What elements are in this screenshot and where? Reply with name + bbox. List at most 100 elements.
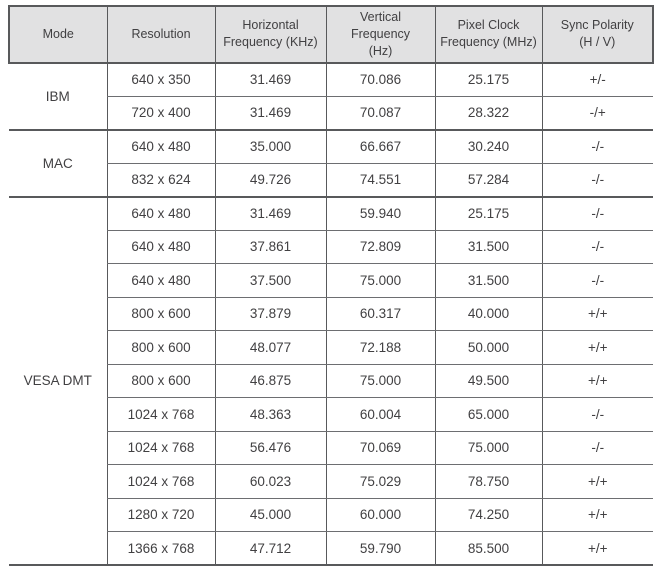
table-row: MAC 640 x 480 35.000 66.667 30.240 -/-: [9, 129, 653, 198]
table-row: 832 x 624 49.726 74.551 57.284 -/-: [9, 163, 653, 198]
table-row: 720 x 400 31.469 70.087 28.322 -/+: [9, 96, 653, 131]
table-row: 1280 x 720 45.000 60.000 74.250 +/+: [9, 498, 653, 533]
resolution-cell: 1024 x 768: [106, 431, 215, 466]
sync-polarity-cell: -/+: [541, 96, 653, 131]
pixel-clock-cell: 40.000: [434, 297, 542, 332]
horizontal-frequency-cell: 48.363: [214, 397, 326, 432]
pixel-clock-cell: 65.000: [434, 397, 542, 432]
vertical-frequency-cell: 75.000: [325, 364, 435, 399]
table-row: 640 x 480 37.500 75.000 31.500 -/-: [9, 263, 653, 298]
sync-polarity-cell: +/+: [541, 498, 653, 533]
column-header-vertical-frequency: Vertical Frequency (Hz): [325, 5, 436, 64]
column-header-sync-polarity: Sync Polarity (H / V): [541, 5, 654, 64]
sync-polarity-cell: +/-: [541, 62, 653, 97]
horizontal-frequency-cell: 56.476: [214, 431, 326, 466]
horizontal-frequency-cell: 47.712: [214, 531, 326, 566]
horizontal-frequency-cell: 60.023: [214, 464, 326, 499]
column-header-resolution: Resolution: [106, 5, 216, 64]
horizontal-frequency-cell: 46.875: [214, 364, 326, 399]
resolution-cell: 720 x 400: [106, 96, 215, 131]
pixel-clock-cell: 85.500: [434, 531, 542, 566]
pixel-clock-cell: 31.500: [434, 230, 542, 265]
resolution-cell: 640 x 480: [106, 129, 215, 164]
horizontal-frequency-cell: 48.077: [214, 330, 326, 365]
column-header-pixel-clock-frequency: Pixel Clock Frequency (MHz): [434, 5, 543, 64]
pixel-clock-cell: 25.175: [434, 62, 542, 97]
sync-polarity-cell: +/+: [541, 464, 653, 499]
vertical-frequency-cell: 60.317: [325, 297, 435, 332]
vertical-frequency-cell: 75.029: [325, 464, 435, 499]
pixel-clock-cell: 25.175: [434, 196, 542, 231]
vertical-frequency-cell: 60.004: [325, 397, 435, 432]
vertical-frequency-cell: 66.667: [325, 129, 435, 164]
resolution-cell: 640 x 480: [106, 263, 215, 298]
pixel-clock-cell: 31.500: [434, 263, 542, 298]
sync-polarity-cell: +/+: [541, 297, 653, 332]
sync-polarity-cell: +/+: [541, 364, 653, 399]
sync-polarity-cell: -/-: [541, 263, 653, 298]
header-row: Mode Resolution Horizontal Frequency (KH…: [8, 5, 654, 64]
mode-cell: VESA DMT: [9, 196, 107, 566]
resolution-cell: 1024 x 768: [106, 464, 215, 499]
resolution-cell: 800 x 600: [106, 364, 215, 399]
column-header-horizontal-frequency: Horizontal Frequency (KHz): [214, 5, 327, 64]
table-row: IBM 640 x 350 31.469 70.086 25.175 +/-: [9, 62, 653, 131]
table-row: 800 x 600 46.875 75.000 49.500 +/+: [9, 364, 653, 399]
horizontal-frequency-cell: 37.500: [214, 263, 326, 298]
sync-polarity-cell: -/-: [541, 163, 653, 198]
pixel-clock-cell: 78.750: [434, 464, 542, 499]
pixel-clock-cell: 74.250: [434, 498, 542, 533]
horizontal-frequency-cell: 49.726: [214, 163, 326, 198]
table-row: 800 x 600 48.077 72.188 50.000 +/+: [9, 330, 653, 365]
pixel-clock-cell: 28.322: [434, 96, 542, 131]
resolution-cell: 640 x 480: [106, 196, 215, 231]
horizontal-frequency-cell: 45.000: [214, 498, 326, 533]
table-row: 1024 x 768 48.363 60.004 65.000 -/-: [9, 397, 653, 432]
sync-polarity-cell: -/-: [541, 230, 653, 265]
pixel-clock-cell: 49.500: [434, 364, 542, 399]
vertical-frequency-cell: 60.000: [325, 498, 435, 533]
mode-cell: MAC: [9, 129, 107, 198]
vertical-frequency-cell: 74.551: [325, 163, 435, 198]
mode-cell: IBM: [9, 62, 107, 131]
sync-polarity-cell: -/-: [541, 431, 653, 466]
resolution-cell: 640 x 480: [106, 230, 215, 265]
vertical-frequency-cell: 75.000: [325, 263, 435, 298]
sync-polarity-cell: -/-: [541, 397, 653, 432]
table-row: VESA DMT 640 x 480 31.469 59.940 25.175 -/-: [9, 196, 653, 566]
vertical-frequency-cell: 59.940: [325, 196, 435, 231]
timing-table-body: IBM 640 x 350 31.469 70.086 25.175 +/- 720 x 4…: [9, 62, 653, 566]
vertical-frequency-cell: 70.087: [325, 96, 435, 131]
table-row: 800 x 600 37.879 60.317 40.000 +/+: [9, 297, 653, 332]
resolution-cell: 640 x 350: [106, 62, 215, 97]
resolution-cell: 800 x 600: [106, 330, 215, 365]
sync-polarity-cell: -/-: [541, 196, 653, 231]
display-timing-table: Mode Resolution Horizontal Frequency (KH…: [8, 5, 654, 566]
resolution-cell: 800 x 600: [106, 297, 215, 332]
pixel-clock-cell: 57.284: [434, 163, 542, 198]
table-row: 1024 x 768 60.023 75.029 78.750 +/+: [9, 464, 653, 499]
horizontal-frequency-cell: 31.469: [214, 196, 326, 231]
vertical-frequency-cell: 70.069: [325, 431, 435, 466]
table-row: 1024 x 768 56.476 70.069 75.000 -/-: [9, 431, 653, 466]
sync-polarity-cell: +/+: [541, 531, 653, 566]
column-header-mode: Mode: [8, 5, 108, 64]
vertical-frequency-cell: 72.188: [325, 330, 435, 365]
horizontal-frequency-cell: 35.000: [214, 129, 326, 164]
horizontal-frequency-cell: 31.469: [214, 96, 326, 131]
pixel-clock-cell: 30.240: [434, 129, 542, 164]
horizontal-frequency-cell: 37.879: [214, 297, 326, 332]
table-row: 1366 x 768 47.712 59.790 85.500 +/+: [9, 531, 653, 566]
horizontal-frequency-cell: 37.861: [214, 230, 326, 265]
vertical-frequency-cell: 72.809: [325, 230, 435, 265]
resolution-cell: 1366 x 768: [106, 531, 215, 566]
table-row: 640 x 480 37.861 72.809 31.500 -/-: [9, 230, 653, 265]
sync-polarity-cell: +/+: [541, 330, 653, 365]
vertical-frequency-cell: 70.086: [325, 62, 435, 97]
vertical-frequency-cell: 59.790: [325, 531, 435, 566]
horizontal-frequency-cell: 31.469: [214, 62, 326, 97]
resolution-cell: 1280 x 720: [106, 498, 215, 533]
pixel-clock-cell: 50.000: [434, 330, 542, 365]
resolution-cell: 832 x 624: [106, 163, 215, 198]
